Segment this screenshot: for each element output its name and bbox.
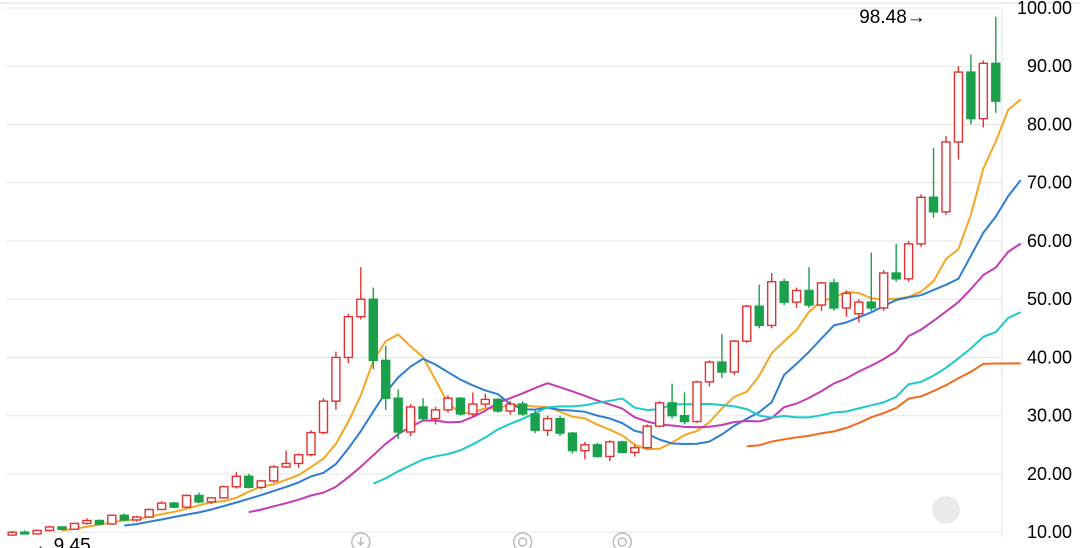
svg-text:20.00: 20.00 bbox=[1027, 464, 1072, 484]
svg-text:70.00: 70.00 bbox=[1027, 173, 1072, 193]
svg-text:100.00: 100.00 bbox=[1017, 0, 1072, 18]
svg-text:新股: 新股 bbox=[970, 495, 1026, 526]
high-annotation: 98.48→ bbox=[859, 7, 926, 28]
chart-svg: 10.00 20.00 30.00 40.00 50.00 60.00 70.00 80.00… bbox=[0, 0, 1080, 548]
watermark: 新股 bbox=[932, 495, 1026, 526]
svg-text:40.00: 40.00 bbox=[1027, 347, 1072, 367]
svg-text:30.00: 30.00 bbox=[1027, 406, 1072, 426]
svg-text:90.00: 90.00 bbox=[1027, 56, 1072, 76]
candlestick-chart[interactable]: 10.00 20.00 30.00 40.00 50.00 60.00 70.00 80.00… bbox=[0, 0, 1080, 548]
low-annotation: ←9.45 bbox=[35, 535, 91, 548]
svg-text:80.00: 80.00 bbox=[1027, 114, 1072, 134]
svg-text:50.00: 50.00 bbox=[1027, 289, 1072, 309]
svg-text:60.00: 60.00 bbox=[1027, 231, 1072, 251]
svg-text:10.00: 10.00 bbox=[1027, 522, 1072, 542]
